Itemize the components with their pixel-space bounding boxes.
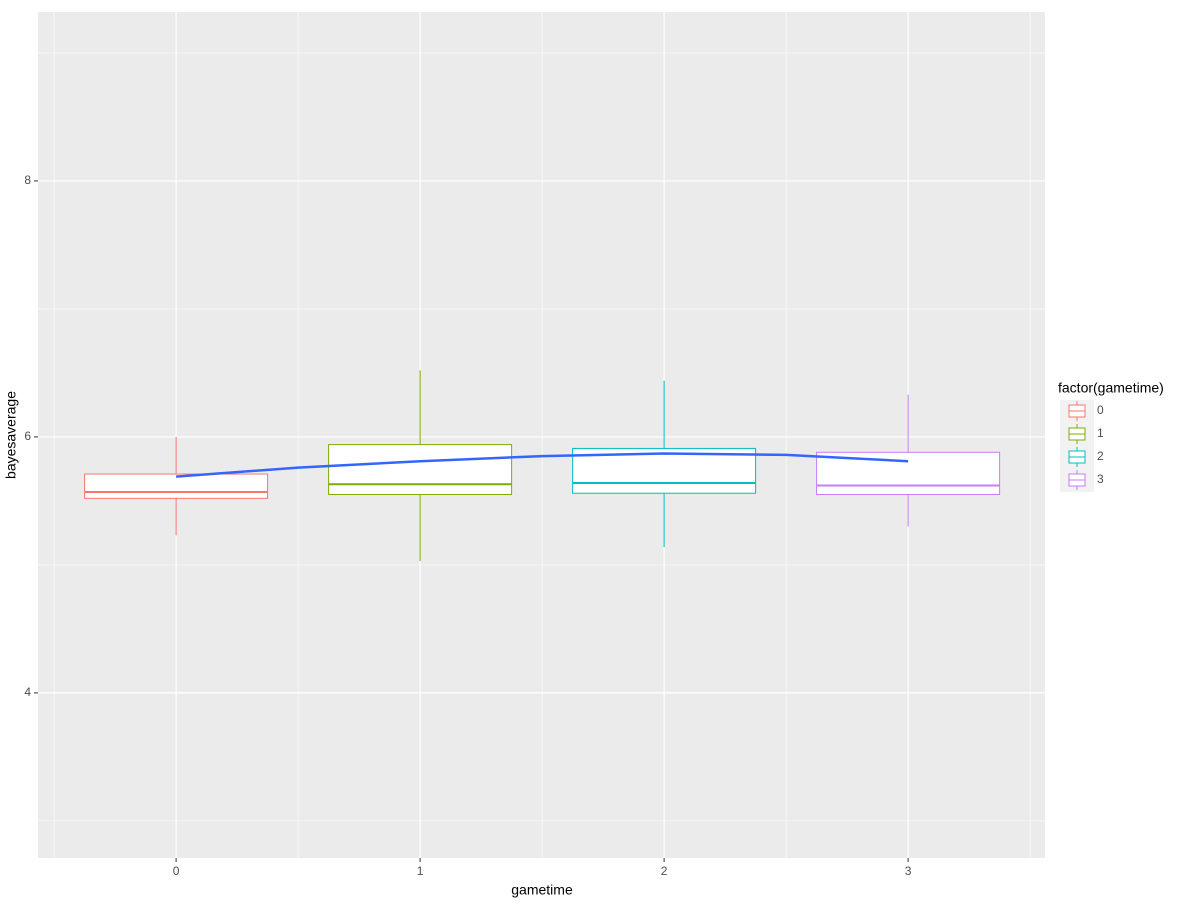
legend-label: 2	[1097, 449, 1104, 463]
x-axis-label: gametime	[511, 882, 573, 898]
y-tick-label: 8	[24, 173, 31, 187]
panel	[38, 12, 1045, 858]
legend-label: 3	[1097, 472, 1104, 486]
legend-label: 1	[1097, 426, 1104, 440]
box	[816, 451, 1001, 496]
legend-label: 0	[1097, 403, 1104, 417]
x-tick-label: 0	[173, 864, 180, 878]
box	[84, 473, 269, 499]
x-tick-label: 2	[661, 864, 668, 878]
x-tick-label: 1	[417, 864, 424, 878]
x-tick-label: 3	[905, 864, 912, 878]
box	[328, 444, 513, 496]
y-axis-label: bayesaverage	[3, 391, 19, 479]
y-tick-label: 6	[24, 429, 31, 443]
y-tick-label: 4	[24, 685, 31, 699]
smooth-line	[176, 452, 909, 478]
legend-title: factor(gametime)	[1058, 380, 1164, 396]
